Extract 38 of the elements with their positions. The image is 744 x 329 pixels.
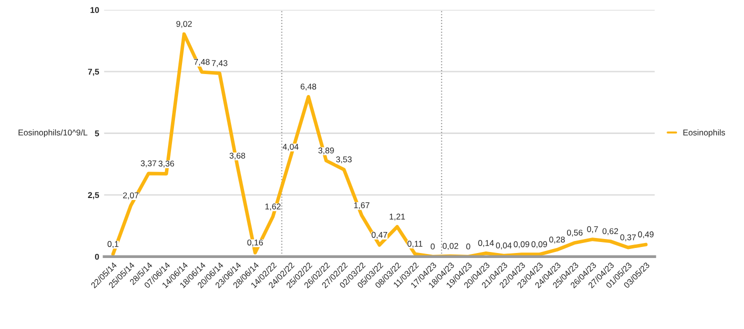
data-label: 9,02 [176,20,192,28]
y-tick-label: 10 [90,7,99,13]
data-label: 0,04 [496,242,512,250]
legend-label: Eosinophils [683,129,726,138]
data-label: 3,89 [318,148,334,154]
y-tick-label: 2,5 [88,192,100,200]
data-label: 0,28 [549,236,565,244]
y-tick-label: 0 [94,254,99,260]
data-label: 1,67 [354,202,370,210]
data-label: 0,11 [407,240,422,248]
data-label: 0 [430,244,435,250]
data-label: 7,48 [194,58,210,66]
data-label: 0,09 [514,241,530,248]
y-tick-label: 5 [94,130,100,136]
data-label: 2,07 [123,192,138,200]
y-axis-title: Eosinophils/10^9/L [18,129,88,138]
data-label: 0,02 [442,243,458,250]
data-label: 3,68 [230,152,246,160]
data-label: 0,37 [620,234,636,242]
data-label: 3,36 [158,160,174,168]
data-label: 4,04 [282,144,299,151]
data-label: 0,49 [638,231,654,238]
data-label: 0,7 [587,226,598,234]
data-label: 0,16 [247,240,263,246]
data-label: 0,62 [602,228,618,236]
data-label: 7,43 [212,60,228,68]
y-tick-label: 7,5 [88,68,100,76]
data-label: 6,48 [300,84,316,91]
data-label: 1,21 [390,214,405,221]
data-label: 3,37 [140,160,156,168]
data-label: 0,1 [108,241,118,248]
data-label: 1,62 [265,204,281,210]
data-label: 0,09 [531,241,547,248]
data-label: 0,56 [567,230,583,237]
data-label: 0,14 [478,240,494,247]
data-label: 3,53 [336,156,352,164]
data-label: 0 [466,244,470,250]
data-label: 0,47 [372,232,388,239]
